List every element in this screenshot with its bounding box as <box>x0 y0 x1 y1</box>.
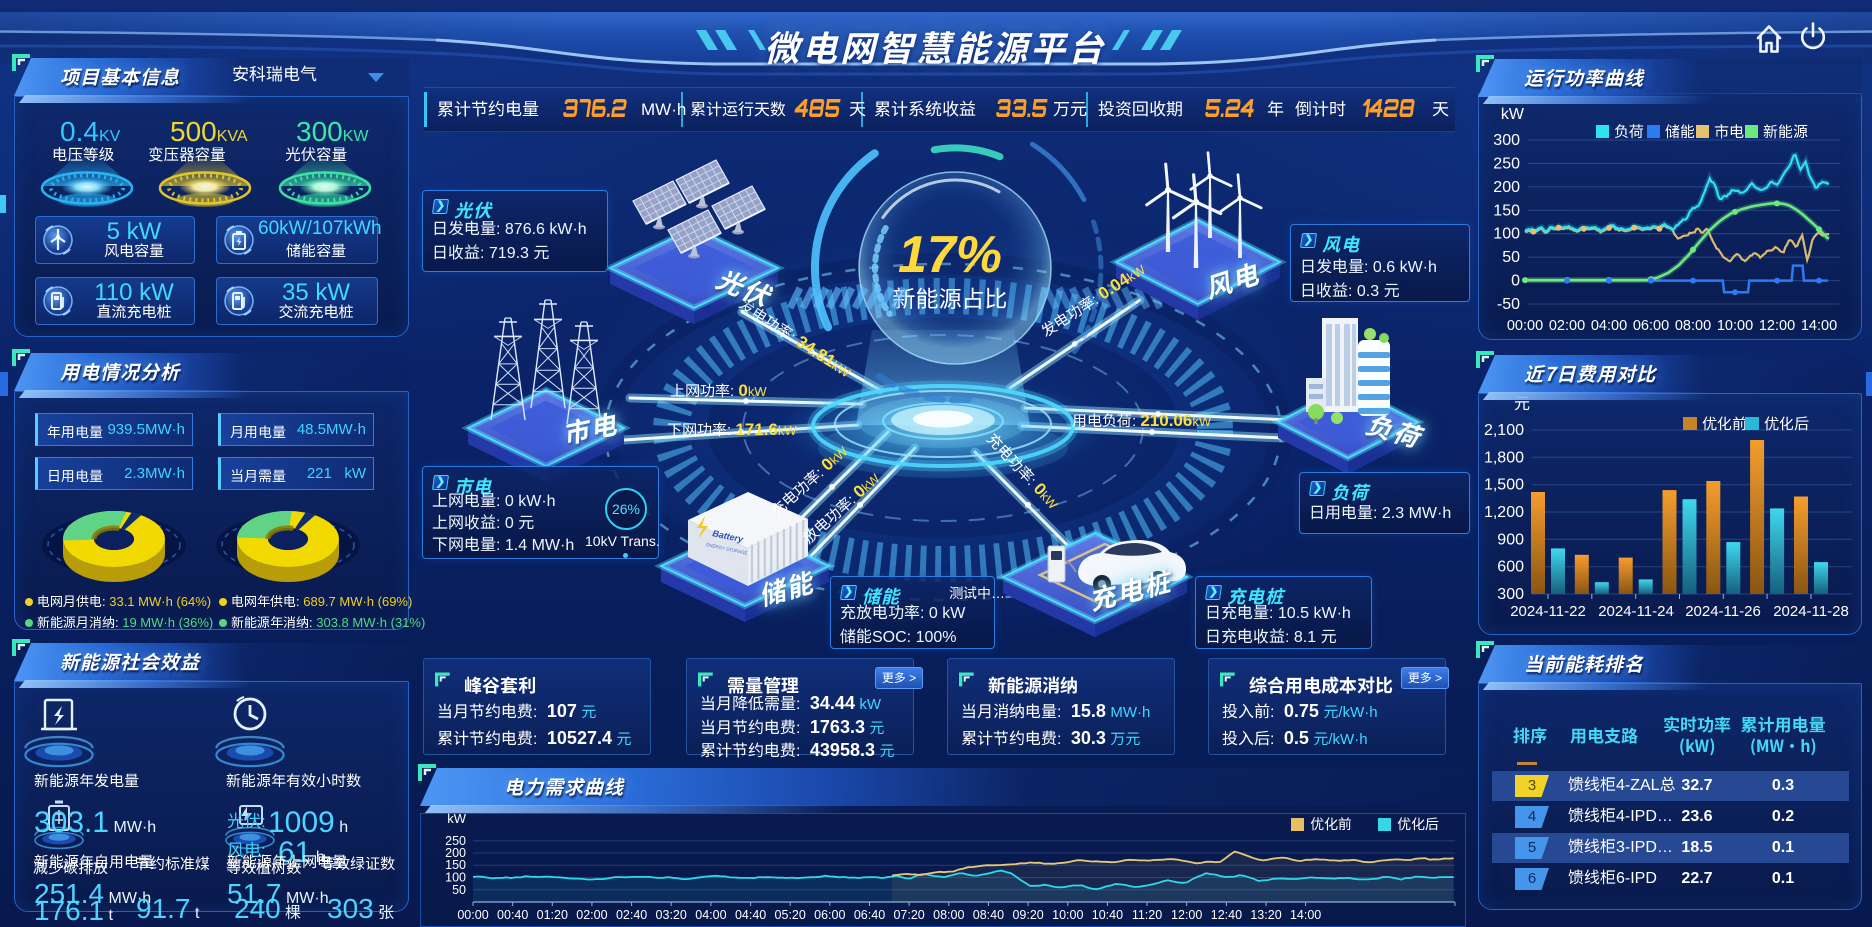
svg-text:元: 元 <box>1514 396 1530 413</box>
svg-text:优化前: 优化前 <box>1702 415 1747 433</box>
svg-text:06:40: 06:40 <box>854 908 885 922</box>
svg-text:新能源占比: 新能源占比 <box>893 286 1008 312</box>
svg-text:14:00: 14:00 <box>1290 908 1321 922</box>
svg-text:150: 150 <box>445 858 466 872</box>
svg-text:250: 250 <box>1493 155 1520 172</box>
svg-text:2,100: 2,100 <box>1484 422 1524 439</box>
svg-text:06:00: 06:00 <box>814 908 845 922</box>
svg-text:kW: kW <box>1501 106 1525 123</box>
svg-text:300: 300 <box>1497 586 1524 603</box>
svg-text:200: 200 <box>445 846 466 860</box>
svg-text:900: 900 <box>1497 531 1524 548</box>
svg-text:新能源: 新能源 <box>1763 123 1808 141</box>
svg-text:1,200: 1,200 <box>1484 504 1524 521</box>
svg-text:2024-11-24: 2024-11-24 <box>1598 603 1674 620</box>
svg-text:04:00: 04:00 <box>1591 318 1627 334</box>
svg-text:1,800: 1,800 <box>1484 449 1524 466</box>
svg-text:12:40: 12:40 <box>1211 908 1242 922</box>
svg-text:0: 0 <box>1511 273 1520 290</box>
svg-text:250: 250 <box>445 834 466 848</box>
svg-text:12:00: 12:00 <box>1759 318 1795 334</box>
svg-text:00:00: 00:00 <box>1507 318 1543 334</box>
svg-text:07:20: 07:20 <box>893 908 924 922</box>
svg-text:负荷: 负荷 <box>1614 124 1644 141</box>
svg-text:05:20: 05:20 <box>775 908 806 922</box>
svg-text:14:00: 14:00 <box>1801 318 1837 334</box>
svg-text:150: 150 <box>1493 202 1520 219</box>
svg-text:2024-11-28: 2024-11-28 <box>1773 603 1849 620</box>
svg-text:10:40: 10:40 <box>1092 908 1123 922</box>
svg-text:市电: 市电 <box>1714 124 1744 141</box>
svg-text:00:00: 00:00 <box>457 908 488 922</box>
svg-text:12:00: 12:00 <box>1171 908 1202 922</box>
svg-text:02:00: 02:00 <box>576 908 607 922</box>
svg-text:02:00: 02:00 <box>1549 318 1585 334</box>
svg-text:08:00: 08:00 <box>933 908 964 922</box>
svg-text:50: 50 <box>1502 249 1520 266</box>
svg-text:600: 600 <box>1497 559 1524 576</box>
svg-text:100: 100 <box>1493 226 1520 243</box>
svg-text:09:20: 09:20 <box>1012 908 1043 922</box>
svg-text:2024-11-22: 2024-11-22 <box>1510 603 1586 620</box>
svg-text:03:20: 03:20 <box>656 908 687 922</box>
svg-text:10:00: 10:00 <box>1717 318 1753 334</box>
svg-text:储能: 储能 <box>1665 123 1695 141</box>
svg-text:50: 50 <box>452 883 466 897</box>
svg-text:kW: kW <box>447 813 467 826</box>
svg-text:10:00: 10:00 <box>1052 908 1083 922</box>
svg-text:02:40: 02:40 <box>616 908 647 922</box>
svg-text:06:00: 06:00 <box>1633 318 1669 334</box>
svg-text:17%: 17% <box>898 226 1002 284</box>
svg-text:04:00: 04:00 <box>695 908 726 922</box>
svg-text:08:00: 08:00 <box>1675 318 1711 334</box>
svg-text:13:20: 13:20 <box>1250 908 1281 922</box>
svg-text:01:20: 01:20 <box>537 908 568 922</box>
svg-text:优化后: 优化后 <box>1397 816 1439 832</box>
svg-text:100: 100 <box>445 871 466 885</box>
svg-text:04:40: 04:40 <box>735 908 766 922</box>
svg-text:2024-11-26: 2024-11-26 <box>1685 603 1761 620</box>
svg-text:优化前: 优化前 <box>1310 816 1352 832</box>
svg-text:00:40: 00:40 <box>497 908 528 922</box>
svg-text:08:40: 08:40 <box>973 908 1004 922</box>
svg-text:优化后: 优化后 <box>1764 415 1809 433</box>
svg-text:-50: -50 <box>1497 296 1520 313</box>
svg-text:1,500: 1,500 <box>1484 477 1524 494</box>
svg-text:300: 300 <box>1493 132 1520 149</box>
svg-text:200: 200 <box>1493 179 1520 196</box>
svg-text:11:20: 11:20 <box>1132 908 1162 922</box>
